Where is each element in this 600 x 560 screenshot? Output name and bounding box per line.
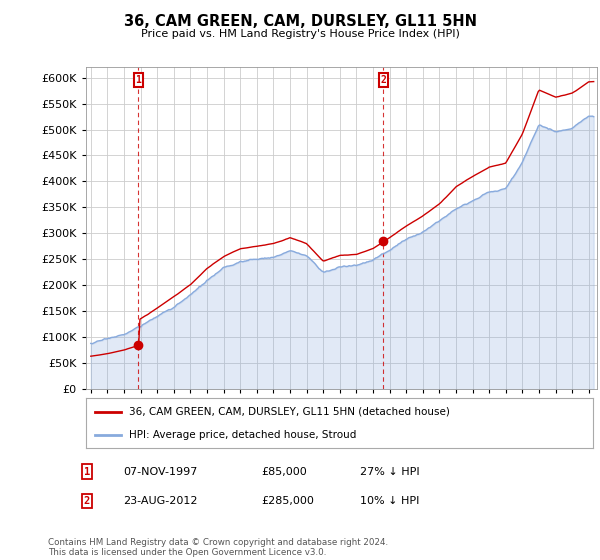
Text: 2: 2 (380, 75, 386, 85)
Text: 27% ↓ HPI: 27% ↓ HPI (360, 466, 419, 477)
Text: Price paid vs. HM Land Registry's House Price Index (HPI): Price paid vs. HM Land Registry's House … (140, 29, 460, 39)
Text: £85,000: £85,000 (261, 466, 307, 477)
Text: 36, CAM GREEN, CAM, DURSLEY, GL11 5HN (detached house): 36, CAM GREEN, CAM, DURSLEY, GL11 5HN (d… (129, 407, 450, 417)
Text: 1: 1 (84, 466, 90, 477)
Text: 07-NOV-1997: 07-NOV-1997 (123, 466, 197, 477)
Text: 1: 1 (136, 75, 142, 85)
Text: 36, CAM GREEN, CAM, DURSLEY, GL11 5HN: 36, CAM GREEN, CAM, DURSLEY, GL11 5HN (124, 14, 476, 29)
Text: 10% ↓ HPI: 10% ↓ HPI (360, 496, 419, 506)
Text: Contains HM Land Registry data © Crown copyright and database right 2024.
This d: Contains HM Land Registry data © Crown c… (48, 538, 388, 557)
Text: 2: 2 (84, 496, 90, 506)
Text: 23-AUG-2012: 23-AUG-2012 (123, 496, 197, 506)
Text: £285,000: £285,000 (261, 496, 314, 506)
Text: HPI: Average price, detached house, Stroud: HPI: Average price, detached house, Stro… (129, 431, 356, 440)
